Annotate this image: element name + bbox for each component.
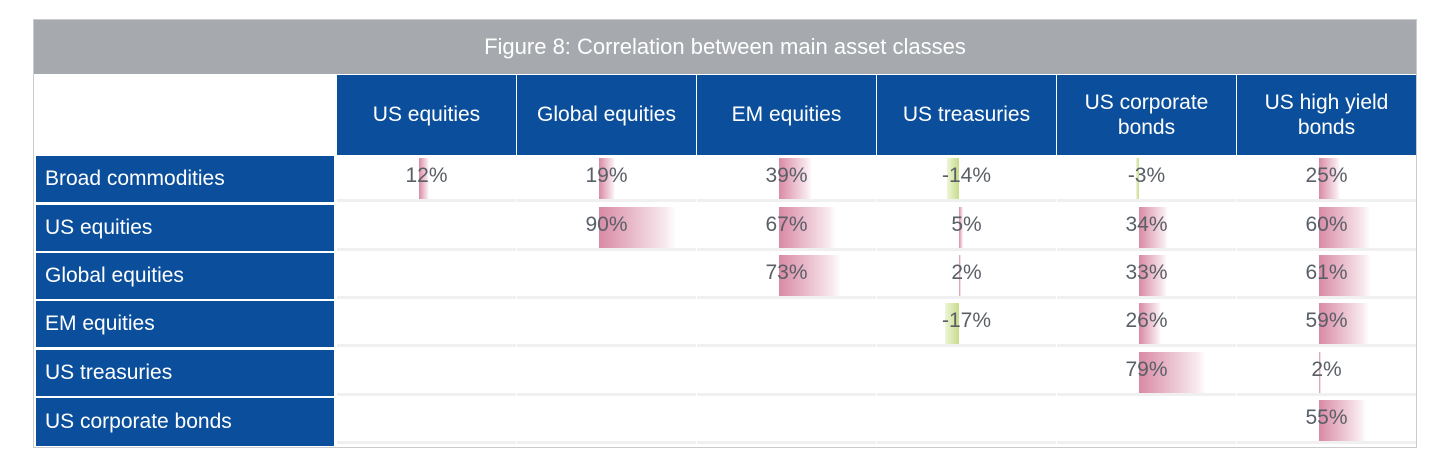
table-cell: 12% [337, 156, 516, 202]
column-header: US treasuries [877, 75, 1056, 155]
cell-value: 73% [765, 261, 808, 284]
data-bar [947, 158, 959, 199]
data-bar [779, 207, 836, 248]
table-cell: -14% [877, 156, 1056, 202]
cell-value: 55% [1305, 406, 1348, 429]
cell-value: 90% [585, 213, 628, 236]
cell-value: 79% [1125, 358, 1168, 381]
table-cell: -3% [1057, 156, 1236, 202]
row-label: Broad commodities [36, 156, 334, 202]
cell-value: 26% [1125, 309, 1168, 332]
cell-value: 12% [405, 164, 448, 187]
data-bar [1319, 255, 1371, 296]
data-bar [944, 303, 959, 344]
table-cell [517, 350, 696, 396]
table-cell [337, 350, 516, 396]
cell-value: 59% [1305, 309, 1348, 332]
cell-value: 67% [765, 213, 808, 236]
table-cell [1057, 398, 1236, 444]
table-cell [337, 205, 516, 251]
table-cell: 61% [1237, 253, 1416, 299]
table-cell: 79% [1057, 350, 1236, 396]
data-bar [1319, 352, 1321, 393]
table-cell: 73% [697, 253, 876, 299]
table-cell [517, 253, 696, 299]
table-cell [517, 301, 696, 347]
data-bar [1319, 158, 1341, 199]
cell-value: 39% [765, 164, 808, 187]
cell-value: 25% [1305, 164, 1348, 187]
data-bar [959, 207, 964, 248]
table-cell: 26% [1057, 301, 1236, 347]
cell-value: 60% [1305, 213, 1348, 236]
cell-value: 34% [1125, 213, 1168, 236]
table-title: Figure 8: Correlation between main asset… [34, 20, 1416, 74]
data-bar [599, 207, 676, 248]
table-cell: 33% [1057, 253, 1236, 299]
column-header: US high yield bonds [1237, 75, 1416, 155]
table-cell: 2% [1237, 350, 1416, 396]
column-header: Global equities [517, 75, 696, 155]
table-cell [517, 398, 696, 444]
row-label: Global equities [36, 253, 334, 299]
table-cell: 5% [877, 205, 1056, 251]
table-cell [877, 350, 1056, 396]
cell-value: 19% [585, 164, 628, 187]
table-cell [337, 301, 516, 347]
cell-value: 5% [951, 213, 982, 236]
data-bar [1139, 255, 1168, 296]
data-bar [599, 158, 616, 199]
table-cell [877, 398, 1056, 444]
table-cell: -17% [877, 301, 1056, 347]
row-label: US treasuries [36, 350, 334, 396]
cell-value: -17% [941, 309, 992, 332]
table-cell: 34% [1057, 205, 1236, 251]
table-cell [337, 398, 516, 444]
table-cell [697, 301, 876, 347]
column-header: EM equities [697, 75, 876, 155]
cell-value: 61% [1305, 261, 1348, 284]
data-bar [959, 255, 961, 296]
column-header: US equities [337, 75, 516, 155]
table-cell: 39% [697, 156, 876, 202]
data-bar [1139, 207, 1168, 248]
data-bar [1319, 303, 1370, 344]
cell-value: 33% [1125, 261, 1168, 284]
data-bar [1319, 400, 1366, 441]
cell-value: 2% [1311, 358, 1342, 381]
table-cell [337, 253, 516, 299]
data-bar [1319, 207, 1370, 248]
correlation-table: Figure 8: Correlation between main asset… [33, 19, 1417, 448]
table-cell: 55% [1237, 398, 1416, 444]
data-bar [779, 158, 813, 199]
row-label: EM equities [36, 301, 334, 347]
table-cell: 60% [1237, 205, 1416, 251]
data-bar [779, 255, 842, 296]
data-bar [1136, 158, 1139, 199]
table-cell: 67% [697, 205, 876, 251]
data-bar [419, 158, 430, 199]
table-cell: 25% [1237, 156, 1416, 202]
table-cell: 19% [517, 156, 696, 202]
row-label: US equities [36, 205, 334, 251]
table-cell: 59% [1237, 301, 1416, 347]
cell-value: -14% [941, 164, 992, 187]
cell-value: -3% [1127, 164, 1166, 187]
cell-value: 2% [951, 261, 982, 284]
data-bar [1139, 303, 1162, 344]
table-cell [697, 398, 876, 444]
data-bar [1139, 352, 1207, 393]
table-cell: 2% [877, 253, 1056, 299]
row-label: US corporate bonds [36, 398, 334, 446]
column-header: US corporate bonds [1057, 75, 1236, 155]
table-cell [697, 350, 876, 396]
table-cell: 90% [517, 205, 696, 251]
